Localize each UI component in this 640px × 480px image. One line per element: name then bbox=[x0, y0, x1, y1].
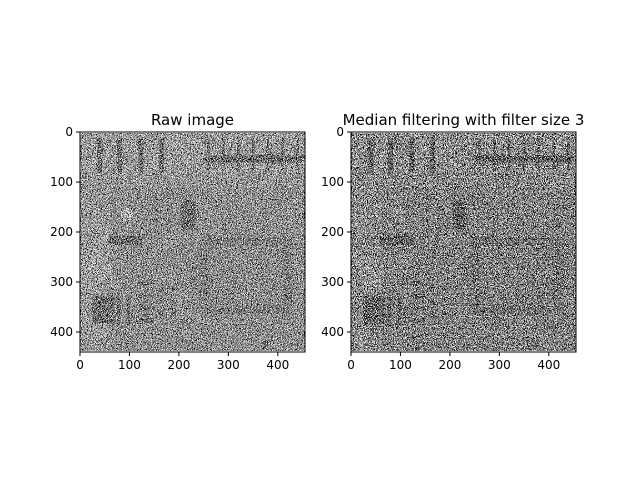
raw-image bbox=[80, 132, 305, 352]
left-x-tick-label: 200 bbox=[167, 358, 190, 372]
left-y-ticks: 0 100 200 300 400 bbox=[50, 125, 80, 339]
right-x-tick-label: 300 bbox=[488, 358, 511, 372]
right-y-tick-label: 300 bbox=[321, 275, 344, 289]
right-x-tick-label: 100 bbox=[389, 358, 412, 372]
right-y-tick-label: 200 bbox=[321, 225, 344, 239]
left-x-tick-label: 0 bbox=[76, 358, 84, 372]
right-axes: Median filtering with filter size 3 0 100… bbox=[321, 111, 584, 372]
left-x-tick-label: 400 bbox=[266, 358, 289, 372]
right-x-ticks: 0 100 200 300 400 bbox=[347, 352, 560, 372]
right-y-tick-label: 0 bbox=[336, 125, 344, 139]
left-x-tick-label: 300 bbox=[217, 358, 240, 372]
left-axes: Raw image 0 100 200 300 400 0 100 200 300 400 bbox=[50, 111, 306, 372]
left-y-tick-label: 200 bbox=[50, 225, 73, 239]
right-y-tick-label: 100 bbox=[321, 175, 344, 189]
right-axes-title: Median filtering with filter size 3 bbox=[343, 111, 585, 129]
right-x-tick-label: 400 bbox=[537, 358, 560, 372]
right-y-tick-label: 400 bbox=[321, 325, 344, 339]
right-x-tick-label: 0 bbox=[347, 358, 355, 372]
left-axes-frame bbox=[79, 131, 306, 353]
right-x-tick-label: 200 bbox=[438, 358, 461, 372]
left-y-tick-label: 300 bbox=[50, 275, 73, 289]
left-y-tick-label: 100 bbox=[50, 175, 73, 189]
filtered-image bbox=[351, 132, 576, 352]
left-x-tick-label: 100 bbox=[118, 358, 141, 372]
left-x-ticks: 0 100 200 300 400 bbox=[76, 352, 289, 372]
left-y-tick-label: 400 bbox=[50, 325, 73, 339]
right-y-ticks: 0 100 200 300 400 bbox=[321, 125, 351, 339]
left-axes-title: Raw image bbox=[151, 111, 234, 129]
right-axes-frame bbox=[350, 131, 577, 353]
left-y-tick-label: 0 bbox=[65, 125, 73, 139]
